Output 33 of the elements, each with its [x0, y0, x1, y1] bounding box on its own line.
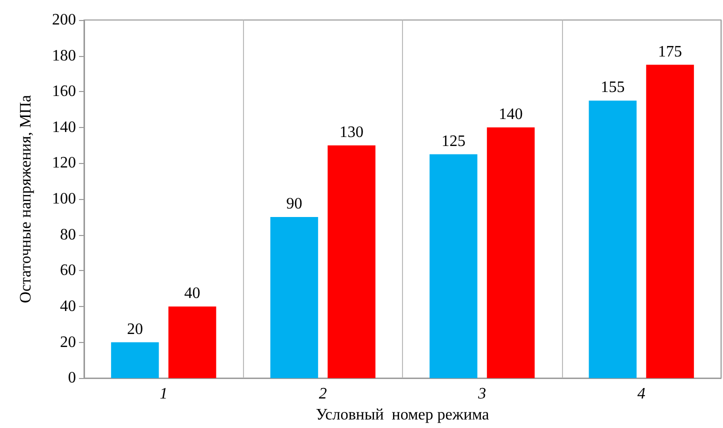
y-tick-label: 20 [60, 334, 76, 351]
bar [270, 216, 318, 378]
y-tick-label: 40 [60, 298, 76, 315]
bar [111, 342, 159, 378]
data-label: 90 [286, 195, 302, 212]
x-tick-label: 3 [477, 386, 486, 403]
y-tick-label: 80 [60, 226, 76, 244]
y-tick-label: 140 [52, 118, 76, 136]
y-axis-title: Остаточные напряжения, МПа [18, 95, 34, 304]
data-label: 40 [184, 284, 200, 302]
x-tick-label: 4 [637, 386, 646, 403]
data-label: 175 [658, 43, 682, 60]
bar [588, 100, 637, 378]
bar [168, 306, 216, 378]
data-label: 20 [126, 320, 143, 338]
y-tick-label: 180 [52, 47, 76, 64]
x-axis-title: Условный номер режима [316, 406, 490, 424]
bar [486, 127, 535, 378]
data-label: 140 [498, 106, 523, 123]
data-label: 125 [441, 132, 466, 150]
y-tick-label: 100 [52, 190, 76, 208]
bar [646, 64, 694, 378]
data-label: 130 [340, 124, 364, 141]
y-tick-label: 200 [52, 12, 76, 28]
x-tick-label: 1 [160, 386, 168, 403]
bar [430, 154, 478, 378]
y-tick-label: 60 [60, 262, 76, 280]
y-tick-label: 0 [68, 370, 76, 387]
data-label: 155 [600, 79, 625, 96]
y-tick-label: 160 [52, 83, 76, 100]
y-tick-label: 120 [52, 154, 76, 172]
x-tick-label: 2 [318, 386, 327, 403]
bar [328, 145, 376, 378]
